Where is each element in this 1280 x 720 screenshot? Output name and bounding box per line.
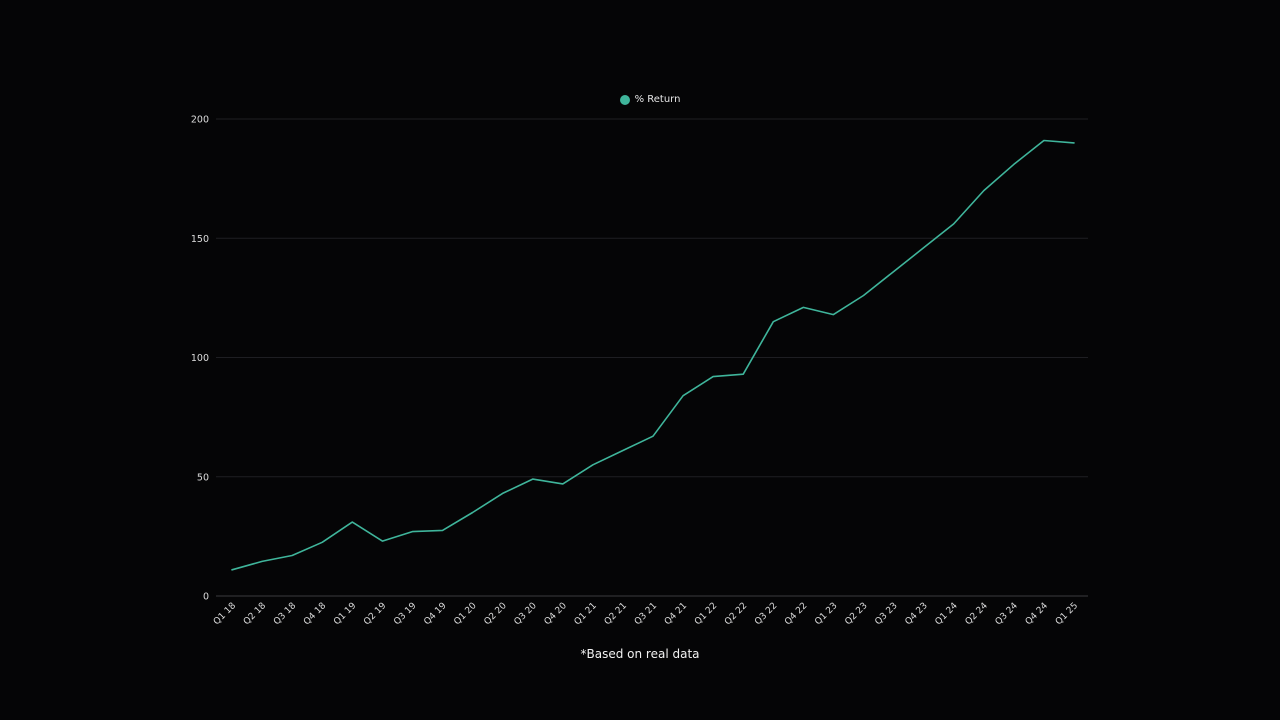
series-layer bbox=[231, 139, 1075, 571]
x-tick-label: Q2 23 bbox=[843, 601, 869, 627]
x-tick-label: Q1 19 bbox=[332, 601, 358, 627]
x-tick-label: Q4 23 bbox=[904, 601, 930, 627]
x-tick-label: Q2 24 bbox=[964, 601, 990, 627]
x-tick-label: Q4 22 bbox=[783, 601, 809, 627]
x-tick-label: Q3 21 bbox=[633, 601, 659, 627]
y-tick-label: 100 bbox=[191, 353, 209, 364]
x-tick-label: Q3 24 bbox=[994, 601, 1020, 627]
y-tick-label: 0 bbox=[203, 592, 209, 603]
x-tick-label: Q1 24 bbox=[934, 601, 960, 627]
x-tick-label: Q1 25 bbox=[1054, 601, 1080, 627]
footnote: *Based on real data bbox=[580, 647, 700, 661]
y-tick-label: 200 bbox=[191, 115, 209, 126]
legend-label: % Return bbox=[634, 94, 681, 105]
legend: % Return bbox=[0, 94, 1280, 105]
x-tick-label: Q1 21 bbox=[573, 601, 599, 627]
x-tick-label: Q1 20 bbox=[452, 601, 478, 627]
x-tick-label: Q3 19 bbox=[392, 601, 418, 627]
y-tick-label: 50 bbox=[197, 472, 209, 483]
x-tick-label: Q2 21 bbox=[603, 601, 629, 627]
legend-swatch bbox=[619, 94, 630, 105]
x-tick-label: Q3 20 bbox=[513, 601, 539, 627]
x-tick-label: Q2 20 bbox=[483, 601, 509, 627]
x-tick-label: Q1 23 bbox=[813, 601, 839, 627]
x-tick-label: Q3 22 bbox=[753, 601, 779, 627]
x-tick-label: Q4 20 bbox=[543, 601, 569, 627]
x-tick-label: Q4 19 bbox=[422, 601, 448, 627]
x-tick-label: Q4 21 bbox=[663, 601, 689, 627]
x-tick-label: Q4 18 bbox=[302, 601, 328, 627]
x-tick-label: Q1 18 bbox=[212, 601, 238, 627]
x-axis-ticks: Q1 18 Q2 18 Q3 18 Q4 18 Q1 19 Q2 19 Q3 19 Q4 19… bbox=[212, 601, 1080, 627]
x-tick-label: Q2 19 bbox=[362, 601, 388, 627]
x-tick-label: Q4 24 bbox=[1024, 601, 1050, 627]
x-tick-label: Q3 18 bbox=[272, 601, 298, 627]
series-line-return bbox=[231, 139, 1075, 571]
x-tick-label: Q1 22 bbox=[693, 601, 719, 627]
x-tick-label: Q2 18 bbox=[242, 601, 268, 627]
x-tick-label: Q2 22 bbox=[723, 601, 749, 627]
gridlines bbox=[216, 118, 1088, 597]
y-axis-ticks: 0 50 100 150 200 bbox=[191, 115, 209, 603]
x-tick-label: Q3 23 bbox=[873, 601, 899, 627]
y-tick-label: 150 bbox=[191, 234, 209, 245]
